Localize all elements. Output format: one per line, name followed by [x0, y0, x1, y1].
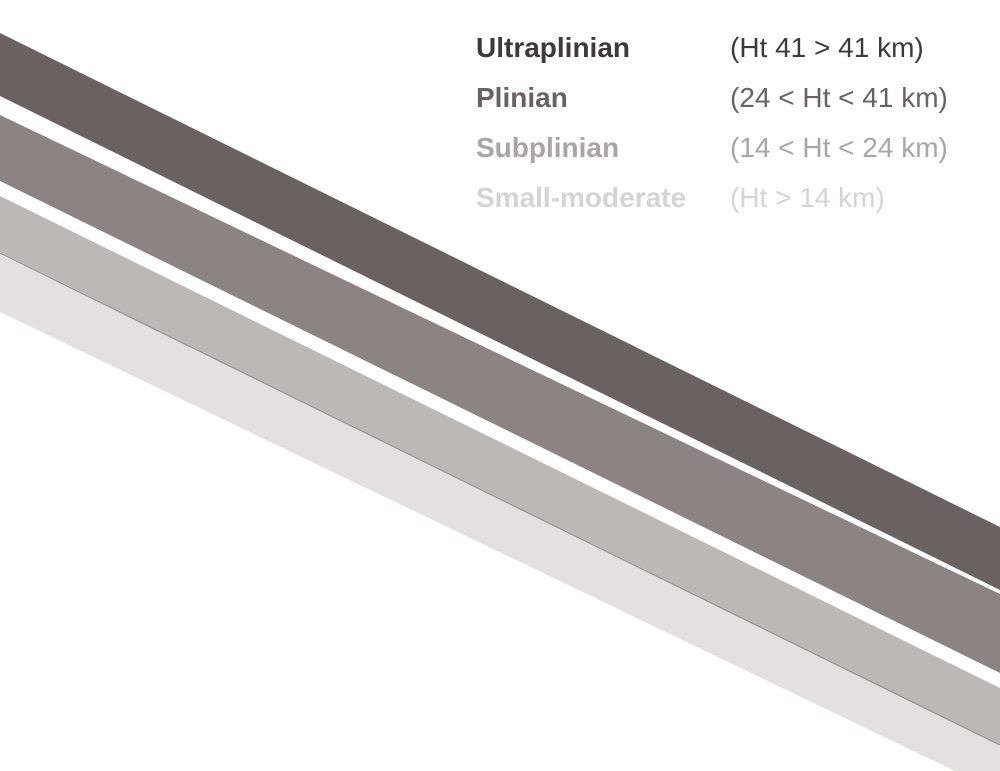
legend-row-plinian: Plinian (24 < Ht < 41 km): [476, 80, 976, 130]
legend-name: Ultraplinian: [476, 32, 631, 63]
legend-row-subplinian: Subplinian (14 < Ht < 24 km): [476, 130, 976, 180]
legend-range: (Ht > 14 km): [730, 182, 885, 213]
legend-range: (Ht 41 > 41 km): [730, 32, 924, 63]
band-subplinian: [0, 196, 1000, 744]
legend-row-ultraplinian: Ultraplinian (Ht 41 > 41 km): [476, 30, 976, 80]
legend-range: (24 < Ht < 41 km): [730, 82, 948, 113]
legend: Ultraplinian (Ht 41 > 41 km) Plinian (24…: [476, 30, 976, 230]
legend-range: (14 < Ht < 24 km): [730, 132, 948, 163]
band-ultraplinian: [0, 33, 1000, 590]
legend-name: Small-moderate: [476, 182, 687, 213]
legend-name: Subplinian: [476, 132, 620, 163]
legend-row-small-moderate: Small-moderate (Ht > 14 km): [476, 180, 976, 230]
band-separator-line: [0, 252, 1000, 746]
band-small-moderate: [0, 255, 1000, 771]
legend-name: Plinian: [476, 82, 568, 113]
band-plinian: [0, 115, 1000, 673]
